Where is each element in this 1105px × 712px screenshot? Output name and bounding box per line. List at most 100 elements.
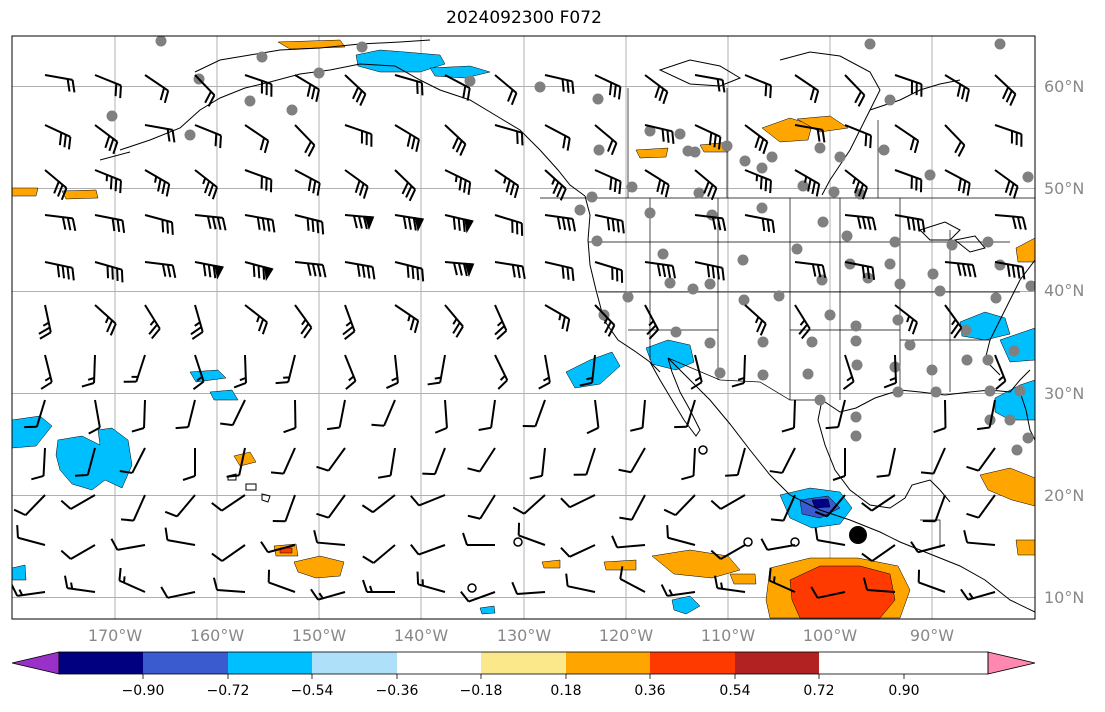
station-dot xyxy=(256,51,268,63)
wind-barb xyxy=(544,124,571,151)
positive-anomaly-area xyxy=(541,559,561,569)
wind-barb xyxy=(260,541,296,554)
wind-barb xyxy=(233,354,247,389)
station-dot xyxy=(592,93,604,105)
wind-barb xyxy=(910,541,946,554)
colorbar-tick-label: 0.36 xyxy=(634,683,666,699)
station-dot xyxy=(841,230,853,242)
wind-barb xyxy=(894,214,926,233)
wind-barb xyxy=(131,399,146,433)
wind-barbs xyxy=(12,74,1027,603)
lon-label-150w: 150°W xyxy=(291,626,347,645)
wind-barb xyxy=(44,214,77,232)
colorbar-tick-label: −0.18 xyxy=(459,683,503,699)
wind-barb xyxy=(861,494,896,512)
wind-barb xyxy=(611,535,646,549)
wind-barb xyxy=(110,538,146,551)
colorbar-segment xyxy=(143,652,228,674)
station-dot xyxy=(850,411,862,423)
wind-barb xyxy=(192,354,205,390)
station-dot xyxy=(622,291,634,303)
wind-barb xyxy=(244,214,276,233)
wind-barb xyxy=(377,447,396,479)
negative-anomaly-area xyxy=(12,415,53,449)
positive-anomaly-area xyxy=(729,573,757,585)
station-dot xyxy=(756,162,768,174)
wind-barb xyxy=(681,447,696,481)
wind-barb xyxy=(244,169,273,193)
wind-barb xyxy=(594,124,618,156)
wind-barb xyxy=(190,304,204,340)
wind-barb xyxy=(644,261,677,279)
wind-barb xyxy=(394,74,424,96)
wind-barb xyxy=(586,399,600,435)
wind-barb xyxy=(460,591,496,603)
wind-barb xyxy=(862,577,896,593)
wind-barb xyxy=(316,494,346,519)
station-dot xyxy=(982,236,994,248)
wind-barb xyxy=(175,399,196,430)
station-dot xyxy=(892,386,904,398)
wind-barb xyxy=(416,571,446,593)
wind-barb xyxy=(944,124,966,157)
station-dot xyxy=(824,309,836,321)
wind-barb xyxy=(44,169,68,201)
wind-barb xyxy=(644,124,675,144)
wind-barb xyxy=(94,124,119,155)
station-dot xyxy=(1011,444,1023,456)
station-dot xyxy=(739,155,751,167)
wind-barb xyxy=(313,530,346,546)
lat-label-50: 50°N xyxy=(1044,179,1085,198)
wind-barb xyxy=(123,354,146,383)
positive-anomaly-area xyxy=(603,559,637,571)
wind-barb xyxy=(244,304,269,335)
colorbar xyxy=(11,651,1036,679)
station-dot xyxy=(884,258,896,270)
station-dot xyxy=(814,394,826,406)
map-frame xyxy=(11,35,1036,620)
wind-barb xyxy=(94,304,117,336)
wind-barb xyxy=(244,124,270,154)
wind-barb xyxy=(544,74,575,94)
wind-barb xyxy=(467,494,496,520)
wind-barb xyxy=(294,214,325,235)
wind-barb xyxy=(144,124,176,143)
wind-barb xyxy=(427,354,446,386)
station-dot xyxy=(591,235,603,247)
colorbar-extend-min xyxy=(11,651,60,675)
wind-barb xyxy=(844,169,869,200)
wind-barb xyxy=(844,124,872,149)
wind-barb xyxy=(994,261,1026,280)
lon-label-90w: 90°W xyxy=(909,626,955,645)
station-dot xyxy=(704,278,716,290)
wind-barb xyxy=(44,74,76,93)
station-dot xyxy=(704,337,716,349)
colorbar-tick-label: −0.90 xyxy=(121,683,165,699)
lat-label-40: 40°N xyxy=(1044,281,1085,300)
station-dot xyxy=(994,38,1006,50)
wind-barb xyxy=(725,447,746,477)
wind-barb xyxy=(666,525,696,546)
positive-anomaly-area xyxy=(293,555,345,579)
wind-barb xyxy=(544,214,577,232)
wind-barb xyxy=(594,169,622,195)
station-dot xyxy=(106,110,118,122)
wind-barb xyxy=(544,304,571,332)
wind-barb xyxy=(794,304,811,340)
positive-anomaly-area xyxy=(635,147,669,159)
wind-barb xyxy=(444,74,471,101)
station-dot xyxy=(737,254,749,266)
station-dot xyxy=(806,336,818,348)
station-dot xyxy=(828,186,840,198)
wind-barb xyxy=(211,494,246,512)
wind-barb xyxy=(644,169,670,198)
wind-barb xyxy=(194,261,224,280)
station-dot xyxy=(244,95,256,107)
station-dot xyxy=(714,367,726,379)
station-dot xyxy=(791,243,803,255)
wind-barb xyxy=(944,74,970,102)
station-dot xyxy=(773,290,785,302)
wind-barb xyxy=(966,494,996,519)
wind-barb xyxy=(494,354,509,390)
map-title: 2024092300 F072 xyxy=(446,8,602,28)
